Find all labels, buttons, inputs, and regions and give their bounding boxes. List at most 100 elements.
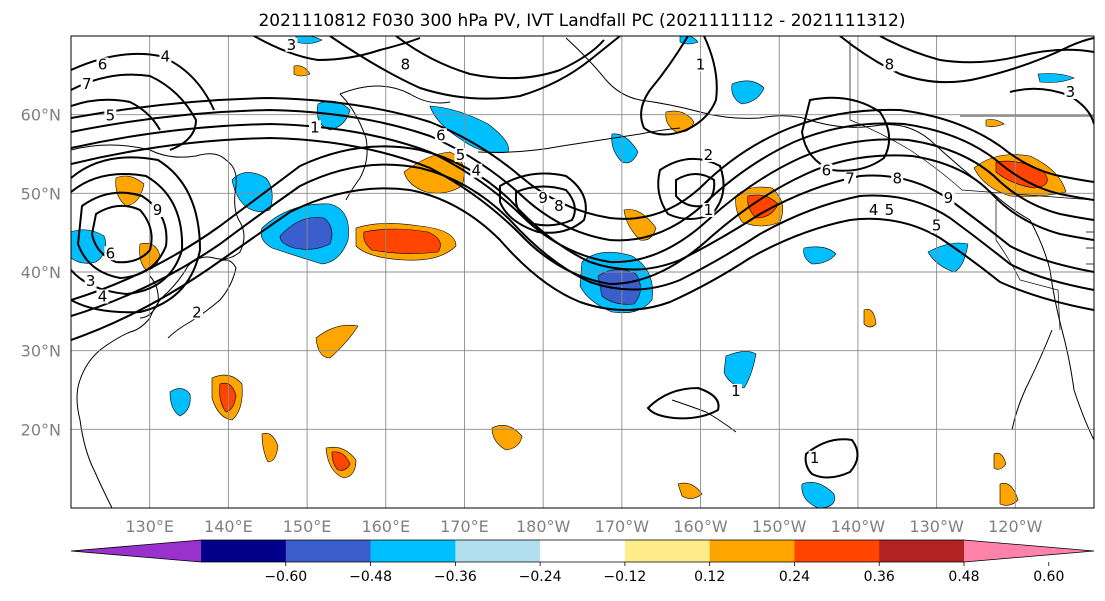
pv-contour-label-bg-14 <box>552 199 565 214</box>
neg-region-subtrop-1 <box>169 388 191 417</box>
pv-contour-label-bg-10 <box>694 57 707 72</box>
pv-contour-jet-2 <box>71 108 1094 242</box>
lon-tick-label-8: 150°W <box>752 517 807 536</box>
pos-region-subtrop-d <box>315 324 359 359</box>
lon-tick-label-2: 150°E <box>283 517 332 536</box>
pv-contour-label-14: 8 <box>554 197 564 215</box>
colorbar-tick-label-8: 0.48 <box>948 569 979 585</box>
pv-contour-label-bg-18 <box>844 171 857 186</box>
colorbar-tick-label-1: −0.48 <box>349 569 392 585</box>
pv-contour-label-19: 8 <box>892 170 902 188</box>
pv-contour-bering-lobe <box>640 36 718 136</box>
pv-contour-label-25: 6 <box>106 244 116 262</box>
pv-contour-label-bg-30 <box>808 450 821 465</box>
pv-contour-ne-1 <box>839 36 1094 84</box>
pv-contour-label-2: 7 <box>82 75 92 93</box>
colorbar-tick-label-2: −0.36 <box>434 569 477 585</box>
neg-region-subtrop-5 <box>801 482 835 508</box>
colorbar-segment-8 <box>879 540 965 562</box>
colorbar-segment-0 <box>201 540 287 562</box>
pv-contour-low-1 <box>76 191 168 280</box>
pos-region-north-2 <box>985 119 1005 127</box>
pv-contour-label-bg-16 <box>1064 85 1077 99</box>
pv-contour-tropic-2 <box>804 438 859 479</box>
pv-contour-tropic-1 <box>646 386 720 420</box>
coast-japan <box>167 259 237 339</box>
neg-region-west-atl <box>71 229 107 264</box>
pv-contour-low-3 <box>71 173 184 296</box>
colorbar-tick-label-7: 0.36 <box>864 569 895 585</box>
pv-contour-label-bg-17 <box>820 163 833 178</box>
neg-region-north-3 <box>1037 73 1075 83</box>
lat-tick-label-0: 20°N <box>21 420 61 439</box>
pos-region-midpac <box>623 209 657 241</box>
neg-region-north-1 <box>295 36 323 44</box>
colorbar-segment-5 <box>624 540 711 562</box>
lon-tick-label-7: 160°W <box>673 517 728 536</box>
pv-contour-label-12: 1 <box>704 201 714 219</box>
ivt-positive-shading <box>115 65 1067 506</box>
lat-tick-label-1: 30°N <box>21 342 61 361</box>
borders <box>849 40 1094 331</box>
pv-contour-gyre-1 <box>499 172 587 234</box>
pv-contour-label-bg-13 <box>537 191 550 206</box>
colorbar-tick-label-5: 0.12 <box>694 569 725 585</box>
pv-contour-label-0: 3 <box>287 36 297 54</box>
pv-contour-label-20: 4 <box>869 201 879 219</box>
lon-tick-label-3: 160°E <box>361 517 410 536</box>
colorbar-segment-2 <box>370 540 456 562</box>
pv-contour-label-bg-19 <box>891 171 904 186</box>
pos-region-subtrop-b-core <box>331 451 351 471</box>
pv-contour-label-26: 3 <box>86 272 96 290</box>
pv-contour-label-7: 6 <box>436 126 446 144</box>
pv-contour-jet-4 <box>71 136 1094 286</box>
pv-contour-label-bg-22 <box>942 191 955 206</box>
pv-contour-label-13: 9 <box>538 189 548 207</box>
pv-contour-label-bg-11 <box>702 147 715 162</box>
pos-region-subtrop-c <box>491 425 523 451</box>
map-frame <box>70 35 1095 509</box>
pv-contour-low-2 <box>90 204 153 264</box>
colorbar-segment-4 <box>540 540 626 562</box>
pv-contour-label-23: 5 <box>932 217 942 235</box>
neg-region-japan-sea <box>231 172 273 212</box>
pv-contour-jet-7 <box>71 187 1094 341</box>
pv-contour-label-16: 3 <box>1066 83 1076 101</box>
colorbar-tick-label-4: −0.12 <box>603 569 646 585</box>
lon-tick-label-1: 140°E <box>204 517 253 536</box>
pv-contour-label-bg-24 <box>151 203 164 217</box>
colorbar-segment-6 <box>709 540 795 562</box>
pv-contour-gulf-low <box>800 96 891 172</box>
pv-contour-label-bg-6 <box>399 57 412 72</box>
pv-contour-label-28: 2 <box>192 303 202 321</box>
pv-contour-label-bg-7 <box>434 128 447 143</box>
colorbar-tick-label-6: 0.24 <box>779 569 810 585</box>
lon-tick-label-0: 130°E <box>125 517 174 536</box>
pv-contour-label-bg-28 <box>190 305 203 320</box>
pv-contour-gyre-2 <box>515 185 576 227</box>
lon-tick-label-11: 120°W <box>988 517 1043 536</box>
graticule <box>71 36 1094 508</box>
lon-tick-label-9: 140°W <box>831 517 886 536</box>
pv-contour-label-17: 6 <box>822 162 832 180</box>
pos-region-subtrop-f <box>677 482 703 499</box>
pv-contour-label-11: 2 <box>704 146 714 164</box>
colorbar-segment-1 <box>285 540 372 562</box>
pv-contour-label-bg-12 <box>702 203 715 217</box>
neg-region-gulf-alaska <box>731 80 765 105</box>
pv-contour-label-18: 7 <box>845 170 855 188</box>
chart-title: 2021110812 F030 300 hPa PV, IVT Landfall… <box>258 11 905 31</box>
pv-contour-label-27: 4 <box>98 288 108 306</box>
pv-contour-label-bg-21 <box>883 203 896 217</box>
lat-tick-label-3: 50°N <box>21 184 61 203</box>
pv-contour-ne-2 <box>879 36 1094 64</box>
lat-tick-label-2: 40°N <box>21 263 61 282</box>
colorbar-segment-3 <box>455 540 541 562</box>
colorbar-tick-label-3: −0.24 <box>519 569 562 585</box>
pv-contour-label-29: 1 <box>731 382 741 400</box>
pv-contour-nw-3 <box>71 98 161 131</box>
pos-region-korea <box>115 175 145 207</box>
pv-contour-label-1: 6 <box>98 55 108 73</box>
